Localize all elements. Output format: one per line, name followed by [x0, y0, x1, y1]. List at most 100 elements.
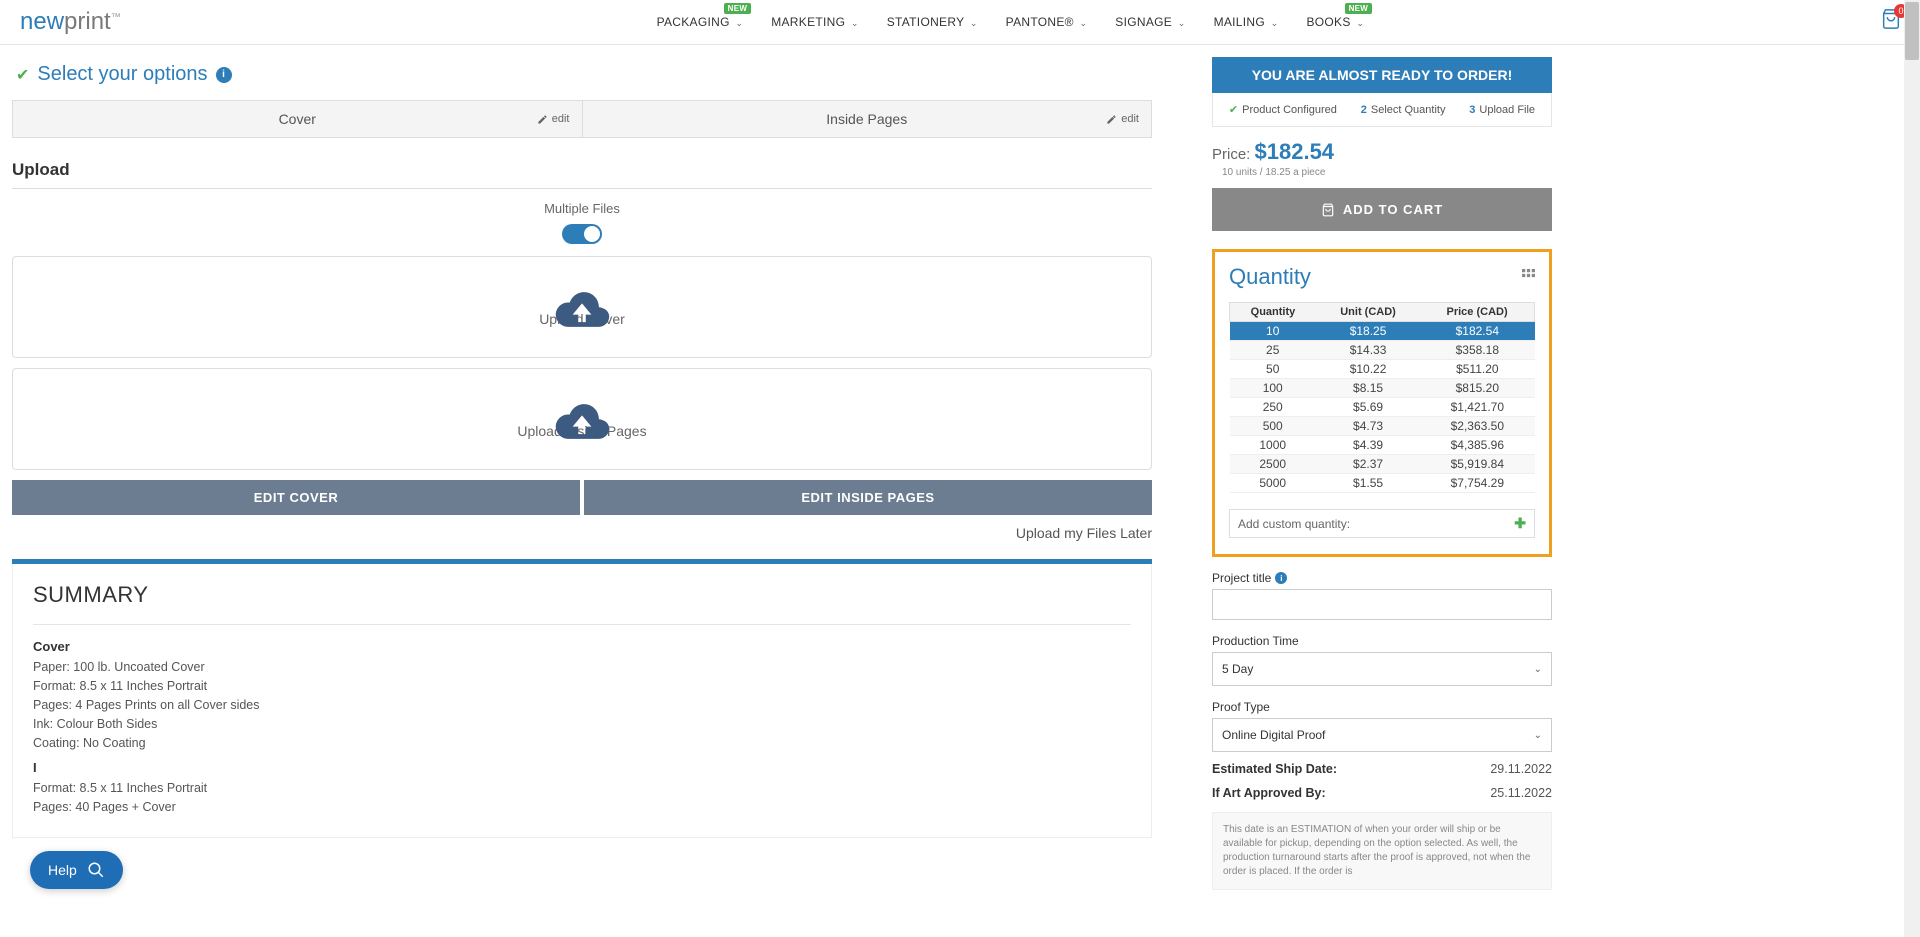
project-title-input[interactable]: [1212, 589, 1552, 620]
quantity-cell: 1000: [1230, 436, 1316, 455]
quantity-cell: 250: [1230, 398, 1316, 417]
ready-banner: YOU ARE ALMOST READY TO ORDER!: [1212, 57, 1552, 93]
nav-item-signage[interactable]: SIGNAGE ⌄: [1115, 15, 1185, 29]
new-badge: NEW: [1345, 3, 1373, 14]
project-title-label: Project title i: [1212, 571, 1552, 585]
add-to-cart-button[interactable]: ADD TO CART: [1212, 188, 1552, 231]
quantity-cell: $1,421.70: [1420, 398, 1534, 417]
quantity-cell: $4,385.96: [1420, 436, 1534, 455]
steps-row: ✔ Product Configured 2 Select Quantity 3…: [1212, 93, 1552, 127]
step-2[interactable]: 2 Select Quantity: [1361, 103, 1446, 116]
upload-inside-box[interactable]: Upload Inside Pages: [12, 368, 1152, 470]
nav-item-packaging[interactable]: PACKAGING ⌄NEW: [657, 15, 744, 29]
header: newprint™ PACKAGING ⌄NEW MARKETING ⌄ STATI…: [0, 0, 1920, 45]
quantity-cell: $2.37: [1316, 455, 1420, 474]
summary-line: Format: 8.5 x 11 Inches Portrait: [33, 781, 1131, 795]
tab-inside[interactable]: Inside Pages edit: [582, 101, 1152, 137]
price-value: $182.54: [1255, 139, 1335, 164]
quantity-cell: $182.54: [1420, 322, 1534, 341]
ship-date-row: Estimated Ship Date: 29.11.2022: [1212, 762, 1552, 776]
quantity-cell: $4.39: [1316, 436, 1420, 455]
quantity-cell: $815.20: [1420, 379, 1534, 398]
scrollbar[interactable]: [1904, 0, 1920, 937]
quantity-cell: $358.18: [1420, 341, 1534, 360]
quantity-cell: $7,754.29: [1420, 474, 1534, 493]
quantity-cell: 25: [1230, 341, 1316, 360]
quantity-cell: 2500: [1230, 455, 1316, 474]
grid-icon[interactable]: [1522, 269, 1535, 285]
tab-inside-edit[interactable]: edit: [1106, 113, 1139, 125]
quantity-row[interactable]: 50$10.22$511.20: [1230, 360, 1535, 379]
chevron-down-icon: ⌄: [1534, 730, 1542, 741]
quantity-row[interactable]: 1000$4.39$4,385.96: [1230, 436, 1535, 455]
qty-header-qty: Quantity: [1230, 303, 1316, 322]
quantity-row[interactable]: 250$5.69$1,421.70: [1230, 398, 1535, 417]
quantity-title: Quantity: [1229, 264, 1311, 290]
quantity-row[interactable]: 2500$2.37$5,919.84: [1230, 455, 1535, 474]
nav-item-stationery[interactable]: STATIONERY ⌄: [887, 15, 978, 29]
quantity-cell: 5000: [1230, 474, 1316, 493]
summary-line: Pages: 40 Pages + Cover: [33, 800, 1131, 814]
production-time-label: Production Time: [1212, 634, 1552, 648]
quantity-cell: 50: [1230, 360, 1316, 379]
help-widget[interactable]: Help: [30, 851, 123, 889]
nav-item-mailing[interactable]: MAILING ⌄: [1214, 15, 1279, 29]
upload-later-link[interactable]: Upload my Files Later: [12, 525, 1152, 541]
multiple-files-toggle[interactable]: [562, 224, 602, 244]
check-icon: ✔: [16, 65, 29, 85]
tab-inside-label: Inside Pages: [826, 111, 907, 127]
section-title: ✔ Select your options i: [12, 57, 1152, 100]
summary-line: Pages: 4 Pages Prints on all Cover sides: [33, 698, 1131, 712]
step-3[interactable]: 3 Upload File: [1469, 103, 1535, 116]
quantity-cell: $511.20: [1420, 360, 1534, 379]
main-nav: PACKAGING ⌄NEW MARKETING ⌄ STATIONERY ⌄ PAN…: [657, 15, 1365, 29]
quantity-cell: $2,363.50: [1420, 417, 1534, 436]
quantity-cell: $14.33: [1316, 341, 1420, 360]
edit-cover-button[interactable]: EDIT COVER: [12, 480, 580, 515]
quantity-row[interactable]: 10$18.25$182.54: [1230, 322, 1535, 341]
summary-line: Coating: No Coating: [33, 736, 1131, 750]
cart-icon[interactable]: 0: [1880, 8, 1902, 30]
chevron-down-icon: ⌄: [1534, 664, 1542, 675]
proof-type-select[interactable]: Online Digital Proof ⌄: [1212, 718, 1552, 752]
summary-line: Format: 8.5 x 11 Inches Portrait: [33, 679, 1131, 693]
tab-cover[interactable]: Cover edit: [13, 101, 582, 137]
summary-box: SUMMARY Cover Paper: 100 lb. Uncoated Co…: [12, 564, 1152, 838]
custom-quantity-input[interactable]: Add custom quantity: ✚: [1229, 509, 1535, 538]
art-approved-row: If Art Approved By: 25.11.2022: [1212, 786, 1552, 800]
nav-item-books[interactable]: BOOKS ⌄NEW: [1306, 15, 1364, 29]
order-sidebar: YOU ARE ALMOST READY TO ORDER! ✔ Product…: [1212, 57, 1552, 890]
scrollbar-thumb[interactable]: [1905, 2, 1919, 60]
logo[interactable]: newprint™: [20, 8, 121, 36]
quantity-panel: Quantity Quantity Unit (CAD) Price (CAD)…: [1212, 249, 1552, 557]
info-icon[interactable]: i: [216, 67, 232, 83]
qty-header-unit: Unit (CAD): [1316, 303, 1420, 322]
plus-icon[interactable]: ✚: [1514, 515, 1526, 532]
step-1: ✔ Product Configured: [1229, 103, 1337, 116]
summary-line: Paper: 100 lb. Uncoated Cover: [33, 660, 1131, 674]
quantity-row[interactable]: 100$8.15$815.20: [1230, 379, 1535, 398]
quantity-table: Quantity Unit (CAD) Price (CAD) 10$18.25…: [1229, 302, 1535, 493]
upload-cover-box[interactable]: Upload Cover: [12, 256, 1152, 358]
quantity-row[interactable]: 500$4.73$2,363.50: [1230, 417, 1535, 436]
quantity-cell: $4.73: [1316, 417, 1420, 436]
cart-area: 0: [1880, 8, 1902, 30]
tab-cover-edit[interactable]: edit: [537, 113, 570, 125]
production-time-select[interactable]: 5 Day ⌄: [1212, 652, 1552, 686]
cloud-upload-icon: [552, 287, 612, 327]
summary-cover-sub: Cover: [33, 639, 1131, 654]
quantity-row[interactable]: 5000$1.55$7,754.29: [1230, 474, 1535, 493]
quantity-cell: $1.55: [1316, 474, 1420, 493]
nav-item-pantone[interactable]: PANTONE® ⌄: [1006, 15, 1088, 29]
quantity-cell: $10.22: [1316, 360, 1420, 379]
quantity-row[interactable]: 25$14.33$358.18: [1230, 341, 1535, 360]
tabs-row: Cover edit Inside Pages edit: [12, 100, 1152, 138]
quantity-cell: $5,919.84: [1420, 455, 1534, 474]
info-icon[interactable]: i: [1275, 572, 1287, 584]
search-icon: [87, 861, 105, 879]
nav-item-marketing[interactable]: MARKETING ⌄: [771, 15, 859, 29]
edit-inside-button[interactable]: EDIT INSIDE PAGES: [584, 480, 1152, 515]
cloud-upload-icon: [552, 399, 612, 439]
upload-heading: Upload: [12, 160, 1152, 180]
pencil-icon: [537, 114, 548, 125]
